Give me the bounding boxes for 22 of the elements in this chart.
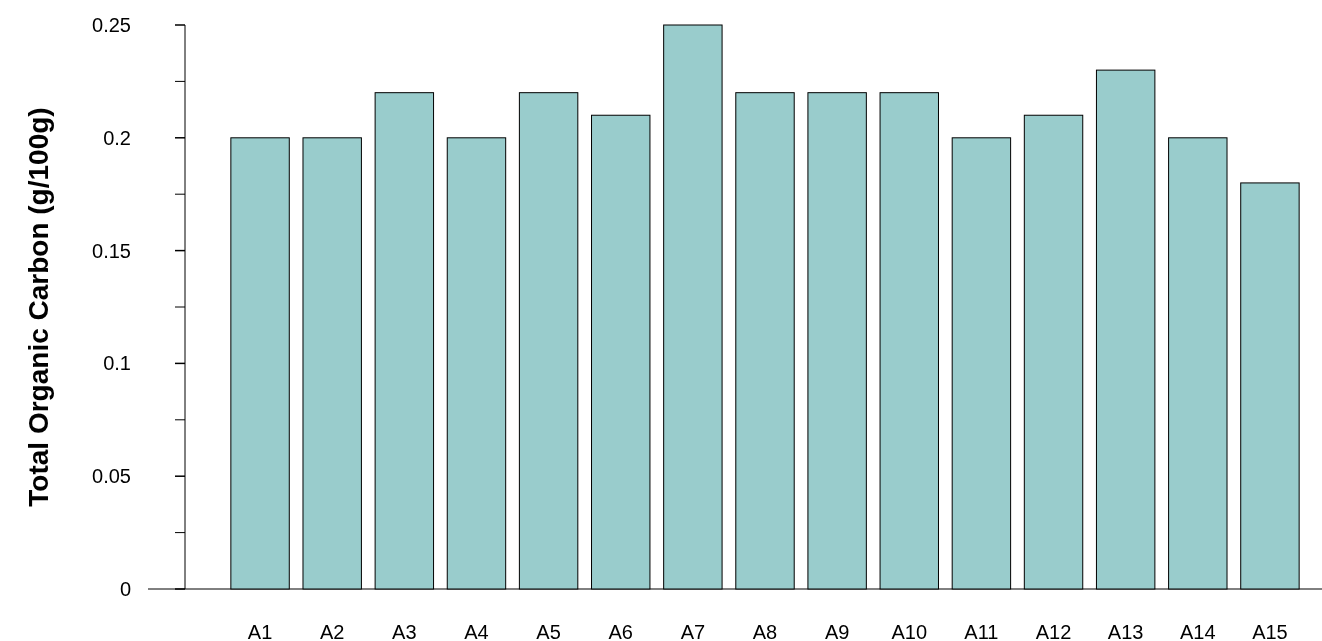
x-tick-label: A10	[891, 621, 928, 641]
x-tick-label: A5	[536, 621, 561, 641]
x-tick-label: A6	[608, 621, 633, 641]
x-tick-label: A4	[464, 621, 489, 641]
x-tick-label: A2	[319, 621, 345, 641]
x-tick-label: A3	[392, 621, 417, 641]
y-tick-label: 0.25	[92, 14, 131, 36]
x-tick-label: A1	[247, 621, 273, 641]
x-tick-label: A12	[1035, 621, 1072, 641]
y-tick-label: 0.1	[103, 352, 131, 375]
y-tick-label: 0.15	[92, 239, 131, 262]
x-tick-label: A15	[1252, 621, 1288, 641]
x-tick-label: A14	[1180, 621, 1216, 641]
x-tick-label: A7	[680, 621, 706, 641]
y-tick-label: 0.2	[103, 126, 131, 149]
x-tick-label: A9	[824, 621, 850, 641]
y-tick-label: 0	[119, 578, 131, 600]
x-tick-label: A13	[1107, 621, 1144, 641]
y-tick-label: 0.05	[92, 465, 131, 488]
x-tick-label: A8	[752, 621, 778, 641]
y-axis-title: Total Organic Carbon (g/100g)	[22, 107, 54, 507]
x-tick-label: A11	[964, 621, 999, 641]
